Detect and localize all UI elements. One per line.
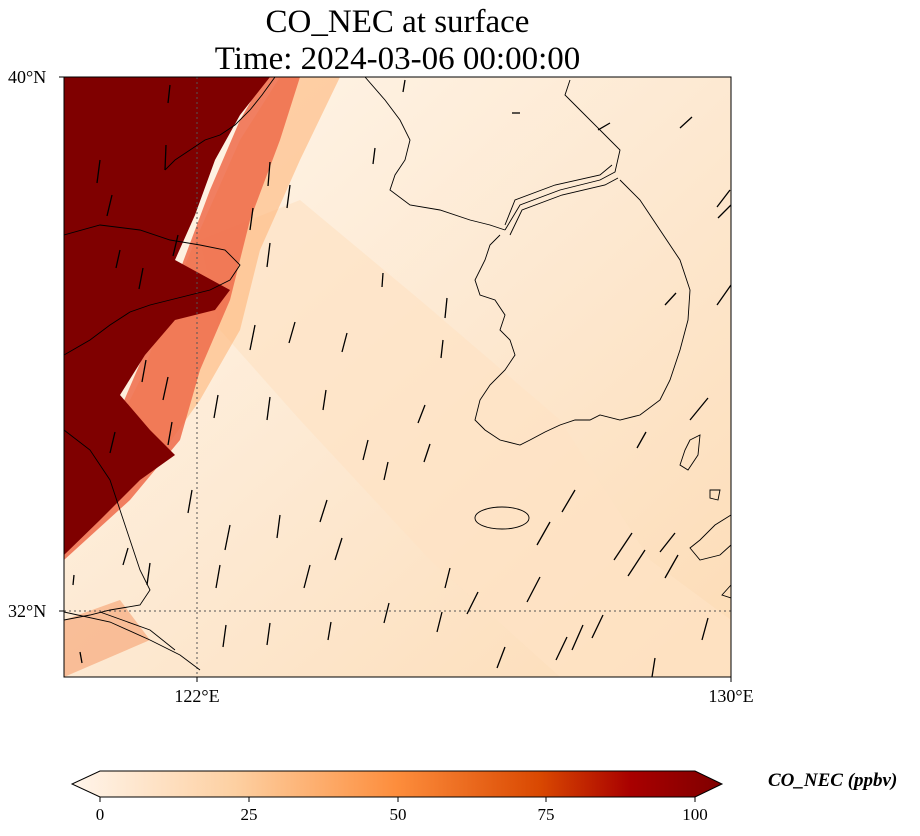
lat-label-40n: 40°N <box>8 67 47 87</box>
wind-vectors <box>72 79 731 677</box>
lon-label-130e: 130°E <box>708 686 754 706</box>
map-time-subtitle: Time: 2024-03-06 00:00:00 <box>214 41 581 77</box>
plume-max <box>64 77 270 555</box>
cbar-label-25: 25 <box>240 805 258 824</box>
plume-low <box>200 200 731 677</box>
cbar-label-50: 50 <box>389 805 407 824</box>
lat-label-32n: 32°N <box>8 601 47 621</box>
colorbar-title: CO_NEC (ppbv) <box>768 770 898 791</box>
map-title: CO_NEC at surface <box>265 4 530 40</box>
cbar-label-75: 75 <box>537 805 555 824</box>
map-frame <box>63 76 732 678</box>
colorbar <box>70 770 724 798</box>
map-panel <box>64 77 731 677</box>
coastlines <box>64 77 731 671</box>
plume-south <box>64 600 150 677</box>
cbar-label-100: 100 <box>682 805 708 824</box>
cbar-label-0: 0 <box>95 805 105 824</box>
lon-label-122e: 122°E <box>174 686 220 706</box>
